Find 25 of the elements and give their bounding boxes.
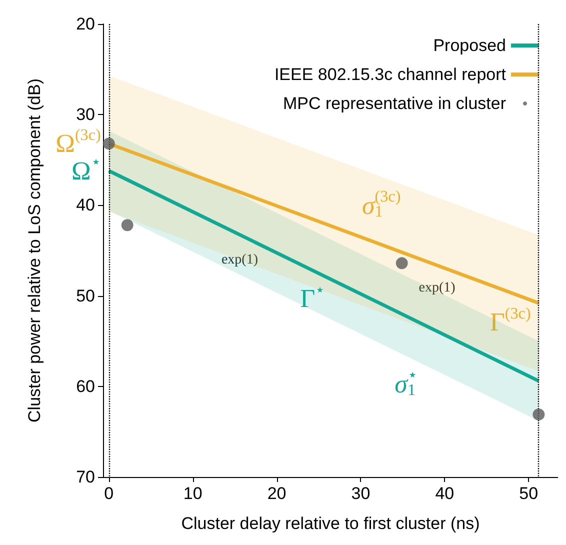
annotation: exp(1): [418, 280, 456, 296]
x-tick-label: 20: [267, 484, 286, 503]
y-tick-label: 40: [76, 196, 95, 215]
x-tick-label: 50: [519, 484, 538, 503]
y-tick-label: 60: [76, 376, 95, 396]
y-tick-label: 70: [76, 468, 95, 486]
y-tick-label: 30: [76, 105, 95, 124]
x-tick-label: 40: [435, 484, 454, 503]
x-tick-label: 30: [351, 484, 370, 503]
x-axis-title: Cluster delay relative to first cluster (ns): [181, 514, 480, 533]
x-tick-label: 10: [183, 484, 202, 503]
annotation: exp(1): [221, 252, 258, 268]
point: [532, 408, 545, 420]
x-tick-label: 0: [104, 484, 114, 503]
point: [102, 138, 115, 150]
point: [396, 257, 408, 270]
annotation: Ω⋆: [72, 154, 101, 186]
point: [121, 219, 134, 232]
legend-label: IEEE 802.15.3c channel report: [274, 65, 506, 84]
y-tick-label: 50: [76, 286, 95, 306]
y-axis-title: Cluster power relative to LoS component (dB): [25, 78, 44, 422]
legend-label: Proposed: [433, 36, 506, 55]
annotation: Γ⋆: [300, 282, 326, 314]
legend-label: MPC representative in cluster: [283, 94, 506, 113]
y-tick-label: 20: [76, 14, 95, 34]
